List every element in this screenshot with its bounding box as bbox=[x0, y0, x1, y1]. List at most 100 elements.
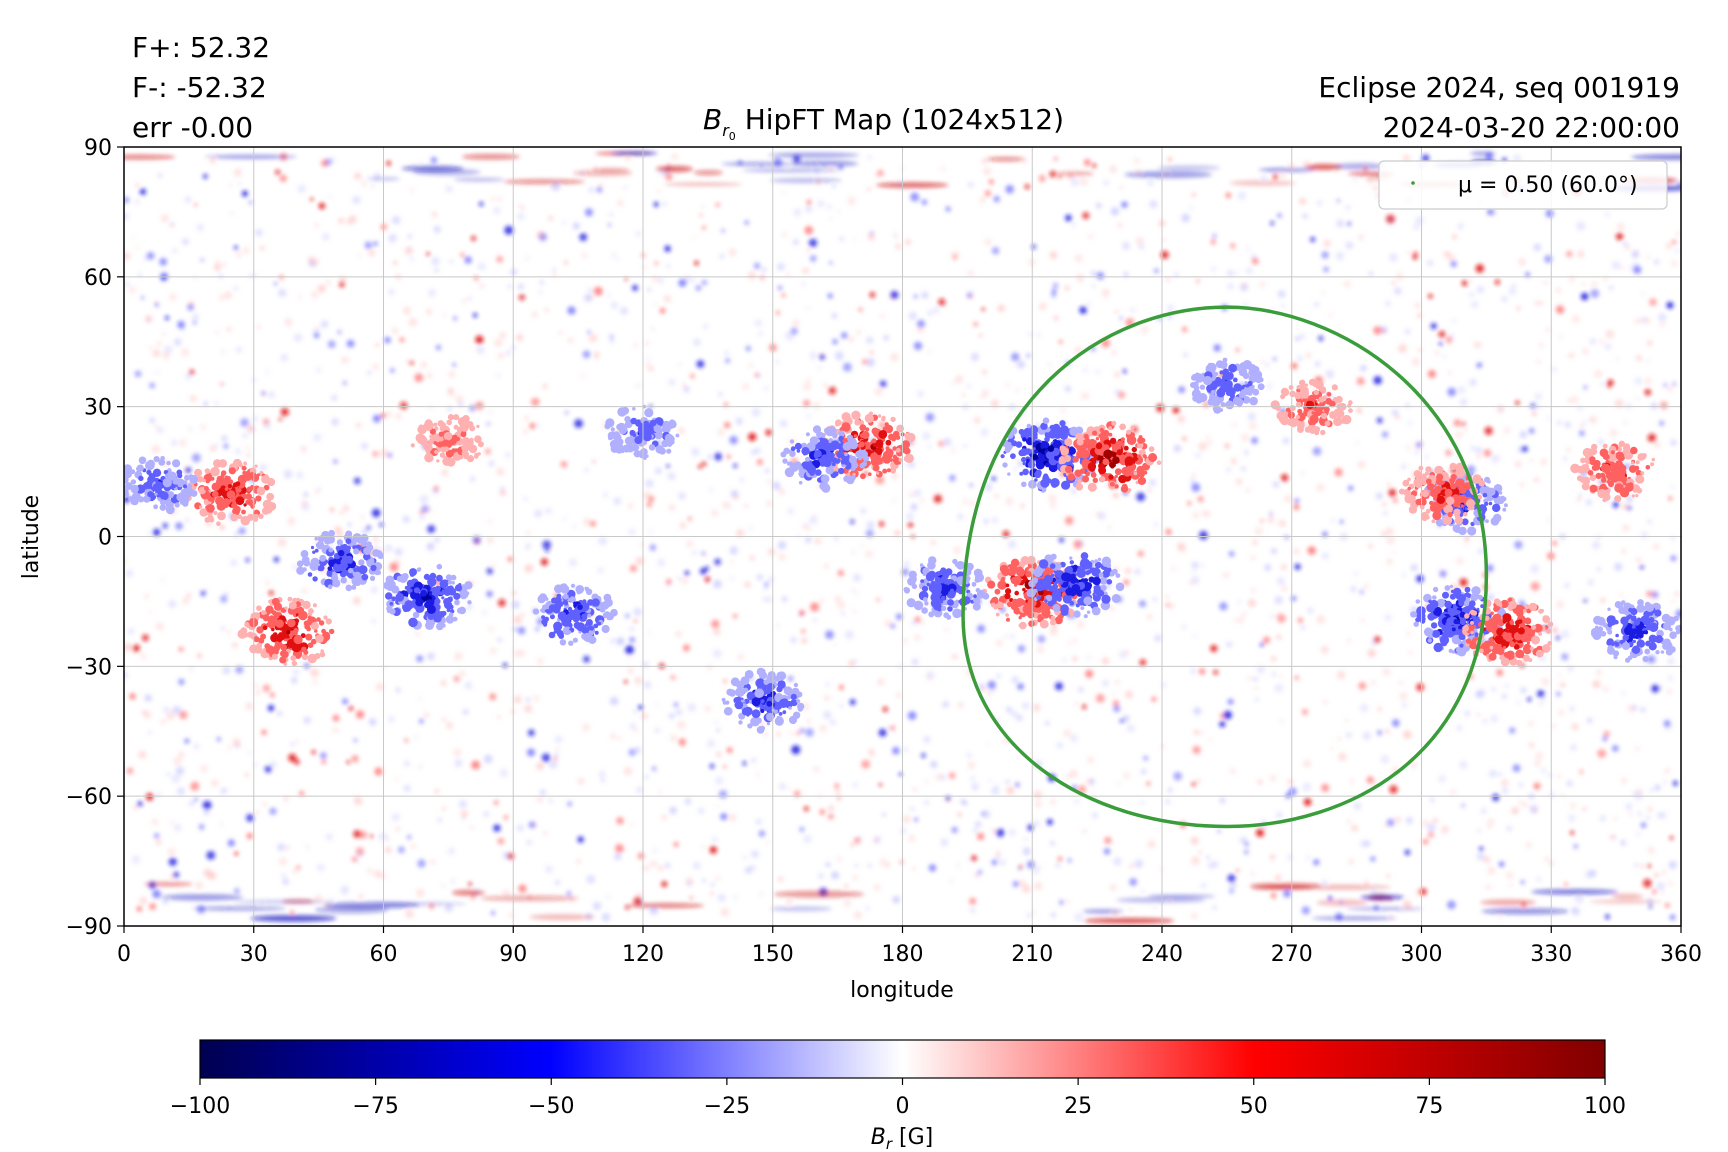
region-pixel bbox=[1005, 583, 1010, 588]
field-speckle bbox=[685, 540, 694, 548]
field-speckle bbox=[517, 626, 526, 635]
field-speckle bbox=[609, 337, 615, 344]
field-speckle bbox=[525, 256, 529, 261]
field-speckle bbox=[1421, 819, 1429, 827]
field-speckle bbox=[1079, 177, 1089, 187]
field-speckle bbox=[1546, 416, 1551, 421]
field-speckle bbox=[149, 417, 156, 424]
field-speckle bbox=[547, 215, 554, 222]
field-speckle bbox=[393, 558, 401, 566]
field-speckle bbox=[607, 223, 612, 227]
field-speckle bbox=[143, 593, 150, 600]
field-speckle bbox=[732, 613, 738, 619]
field-speckle bbox=[980, 428, 989, 437]
field-speckle bbox=[725, 358, 731, 364]
field-speckle bbox=[1136, 492, 1146, 502]
field-speckle bbox=[1323, 239, 1332, 248]
region-pixel bbox=[1474, 632, 1479, 637]
field-speckle bbox=[458, 670, 466, 677]
field-speckle bbox=[1328, 896, 1332, 900]
region-pixel bbox=[1044, 436, 1050, 443]
region-pixel bbox=[1453, 618, 1459, 625]
field-speckle bbox=[1380, 530, 1387, 538]
field-speckle bbox=[1357, 408, 1362, 413]
field-speckle bbox=[338, 275, 347, 284]
field-speckle bbox=[1671, 239, 1677, 245]
field-speckle bbox=[1486, 818, 1495, 827]
field-speckle bbox=[709, 763, 715, 769]
field-speckle bbox=[154, 833, 160, 839]
field-speckle bbox=[1230, 243, 1237, 251]
field-speckle bbox=[584, 467, 589, 473]
field-speckle bbox=[983, 518, 989, 524]
field-speckle bbox=[1377, 730, 1383, 736]
field-speckle bbox=[186, 519, 190, 523]
field-speckle bbox=[1452, 318, 1457, 324]
field-speckle bbox=[1656, 881, 1666, 891]
field-speckle bbox=[1621, 691, 1626, 696]
field-speckle bbox=[1416, 683, 1425, 692]
field-speckle bbox=[528, 821, 536, 829]
field-speckle bbox=[166, 772, 171, 777]
field-speckle bbox=[653, 201, 659, 207]
field-speckle bbox=[1121, 201, 1128, 208]
field-speckle bbox=[283, 469, 293, 479]
field-speckle bbox=[423, 711, 430, 719]
field-speckle bbox=[572, 524, 576, 529]
field-speckle bbox=[643, 680, 652, 689]
field-speckle bbox=[321, 759, 327, 765]
field-speckle bbox=[669, 806, 677, 815]
field-speckle bbox=[265, 370, 270, 374]
field-speckle bbox=[603, 492, 609, 498]
field-speckle bbox=[1674, 248, 1680, 253]
field-speckle bbox=[1243, 450, 1249, 455]
field-speckle bbox=[520, 612, 525, 617]
field-speckle bbox=[809, 255, 817, 262]
field-speckle bbox=[1477, 828, 1481, 833]
flux-negative: F-: -52.32 bbox=[132, 71, 267, 104]
field-speckle bbox=[1591, 281, 1598, 288]
field-speckle bbox=[417, 859, 426, 868]
field-speckle bbox=[213, 443, 219, 449]
region-pixel bbox=[187, 483, 193, 489]
region-pixel bbox=[1505, 650, 1516, 660]
field-speckle bbox=[1130, 308, 1135, 313]
region-pixel bbox=[1495, 600, 1502, 607]
region-pixel bbox=[1036, 595, 1041, 600]
field-speckle bbox=[1208, 738, 1213, 742]
region-pixel bbox=[1069, 556, 1073, 560]
polar-streak bbox=[1481, 908, 1570, 915]
region-pixel bbox=[848, 455, 857, 464]
field-speckle bbox=[566, 891, 572, 896]
field-speckle bbox=[1414, 302, 1421, 309]
field-speckle bbox=[1312, 446, 1322, 456]
field-speckle bbox=[178, 678, 185, 686]
field-speckle bbox=[653, 302, 657, 306]
field-speckle bbox=[1259, 281, 1266, 288]
field-speckle bbox=[1459, 578, 1468, 587]
field-speckle bbox=[1055, 682, 1063, 691]
field-speckle bbox=[1642, 878, 1652, 888]
field-speckle bbox=[684, 570, 690, 576]
field-speckle bbox=[678, 738, 686, 746]
region-pixel bbox=[204, 486, 209, 491]
region-pixel bbox=[882, 468, 888, 474]
field-speckle bbox=[802, 382, 812, 391]
field-speckle bbox=[202, 800, 212, 810]
field-speckle bbox=[1639, 863, 1645, 869]
field-speckle bbox=[179, 710, 188, 720]
field-speckle bbox=[148, 730, 152, 735]
field-speckle bbox=[636, 231, 641, 237]
region-pixel bbox=[1429, 599, 1439, 609]
region-pixel bbox=[307, 642, 314, 648]
field-speckle bbox=[1032, 820, 1040, 827]
region-pixel bbox=[266, 492, 275, 501]
field-speckle bbox=[997, 304, 1005, 313]
field-speckle bbox=[878, 521, 885, 527]
field-speckle bbox=[977, 869, 983, 875]
field-speckle bbox=[913, 341, 923, 351]
field-speckle bbox=[1445, 449, 1452, 456]
field-speckle bbox=[1453, 419, 1461, 427]
region-pixel bbox=[1138, 435, 1143, 440]
field-speckle bbox=[957, 513, 964, 520]
